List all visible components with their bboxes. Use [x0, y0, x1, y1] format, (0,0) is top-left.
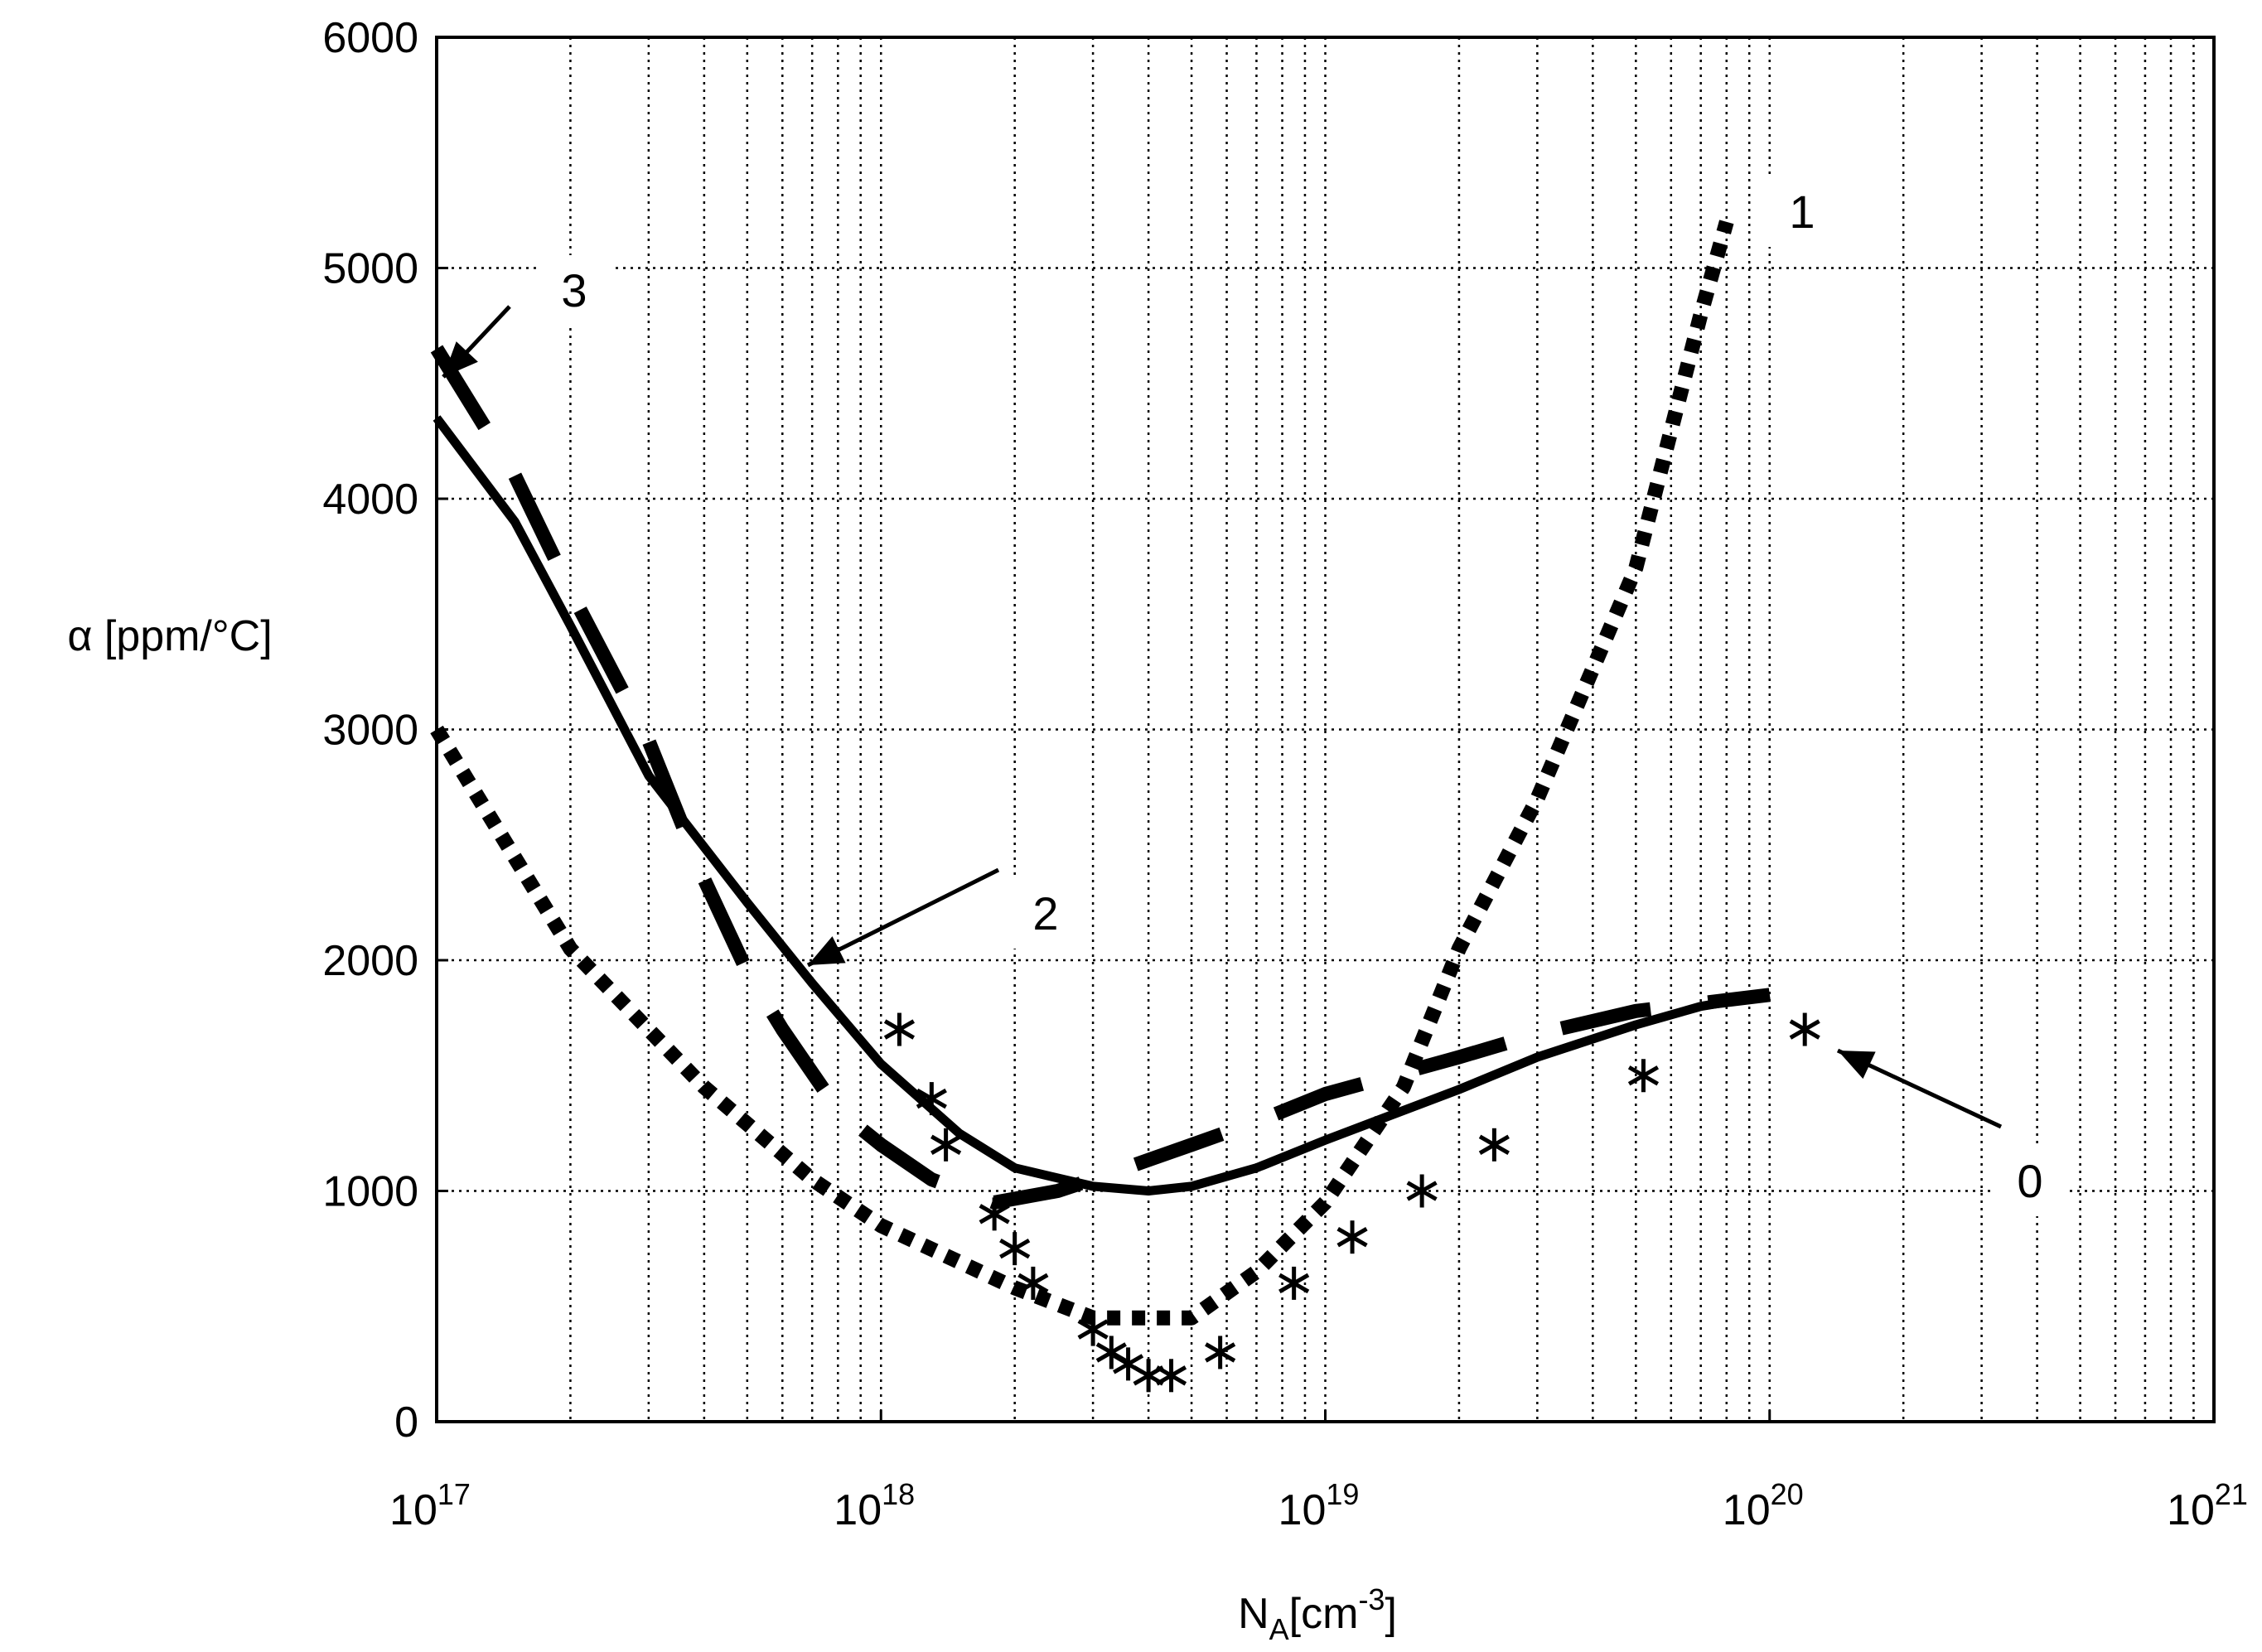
- x-tick-label-exponent: 17: [437, 1477, 471, 1511]
- annotation-1-label: 1: [1789, 186, 1815, 238]
- annotation-2-label: 2: [1032, 887, 1058, 940]
- x-axis-title-base: N: [1238, 1590, 1269, 1638]
- annotation-2-backdrop: [1008, 878, 1083, 949]
- annotation-0-arrowhead: [1838, 1051, 1876, 1080]
- y-tick-label: 0: [394, 1398, 418, 1447]
- series-0-marker-stroke: [1336, 1227, 1368, 1248]
- y-tick-label: 3000: [322, 707, 418, 755]
- annotation-0-backdrop: [1993, 1146, 2067, 1216]
- series-0-marker-stroke: [1077, 1319, 1109, 1340]
- x-tick-label-base: 10: [1278, 1486, 1327, 1534]
- series-0-marker: [883, 1012, 916, 1046]
- x-tick-label-exponent: 20: [1771, 1477, 1804, 1511]
- x-tick-label-exponent: 21: [2215, 1477, 2248, 1511]
- y-tick-label: 6000: [322, 14, 418, 62]
- x-axis-title: NA[cm-3]: [1238, 1582, 1397, 1646]
- series-0-marker: [1627, 1059, 1660, 1093]
- grid: [437, 37, 2214, 1422]
- series-0-marker-stroke: [1112, 1354, 1144, 1374]
- annotation-group: 0 1 2 3: [442, 176, 2067, 1216]
- x-tick-label: 1021: [2167, 1477, 2248, 1534]
- x-tick-label: 1018: [834, 1477, 915, 1534]
- x-axis-title-unit: [cm: [1289, 1590, 1359, 1638]
- series-0-marker: [1155, 1359, 1187, 1393]
- x-tick-label: 1017: [389, 1477, 471, 1534]
- annotation-1-backdrop: [1765, 176, 1839, 247]
- y-tick-label: 4000: [322, 476, 418, 524]
- series-0-marker-stroke: [1205, 1342, 1236, 1363]
- x-tick-label-base: 10: [1723, 1486, 1771, 1534]
- x-axis-title-close: ]: [1385, 1590, 1396, 1638]
- series-0-marker-stroke: [1406, 1181, 1438, 1201]
- x-tick-label: 1019: [1278, 1477, 1360, 1534]
- series-0-marker: [1205, 1336, 1236, 1369]
- series-0-marker: [1789, 1012, 1820, 1046]
- annotation-3-backdrop: [537, 255, 611, 326]
- x-tick-label-exponent: 19: [1326, 1477, 1359, 1511]
- series-group: [430, 220, 1820, 1393]
- x-tick-label-exponent: 18: [882, 1477, 915, 1511]
- series-0-marker-stroke: [1478, 1134, 1510, 1155]
- annotation-2-arrowhead: [808, 936, 846, 965]
- annotation-3-arrowhead: [443, 341, 478, 377]
- annotation-3-label: 3: [561, 264, 587, 316]
- series-0-marker: [1478, 1128, 1510, 1162]
- y-tick-labels: 0 1000 2000 3000 4000 5000 6000: [322, 14, 448, 1447]
- series-0-marker-stroke: [1789, 1019, 1820, 1040]
- x-tick-label-base: 10: [834, 1486, 882, 1534]
- annotation-2-arrow-shaft: [806, 867, 1000, 968]
- series-0-marker: [1278, 1266, 1310, 1300]
- series-0-marker-stroke: [1155, 1365, 1187, 1386]
- series-0-marker-stroke: [1627, 1065, 1660, 1086]
- x-axis-title-sub: A: [1269, 1612, 1289, 1646]
- series-1-line: [430, 220, 1734, 1326]
- y-axis-title: α [ppm/°C]: [67, 612, 272, 660]
- series-0-marker: [1336, 1220, 1368, 1254]
- series-0-marker: [999, 1232, 1031, 1266]
- annotation-0-label: 0: [2017, 1155, 2042, 1207]
- x-tick-labels: 1017 1018 1019 1020 1021: [389, 1410, 2248, 1534]
- y-tick-label: 1000: [322, 1168, 418, 1216]
- series-0-marker-stroke: [1278, 1273, 1310, 1294]
- series-0-marker-stroke: [999, 1238, 1031, 1259]
- series-0-marker-stroke: [1095, 1342, 1127, 1363]
- series-0-marker: [930, 1128, 962, 1162]
- series-0-marker-stroke: [930, 1134, 962, 1155]
- series-0-marker-stroke: [883, 1019, 916, 1040]
- x-tick-label-base: 10: [389, 1486, 437, 1534]
- y-tick-label: 2000: [322, 937, 418, 985]
- x-tick-label: 1020: [1723, 1477, 1804, 1534]
- series-0-marker: [1406, 1174, 1438, 1208]
- series-3-line: [430, 345, 1771, 1210]
- y-tick-label: 5000: [322, 245, 418, 293]
- x-axis-title-sup: -3: [1358, 1582, 1385, 1616]
- series-2-line: [433, 415, 1771, 1196]
- x-tick-label-base: 10: [2167, 1486, 2215, 1534]
- series-0-marker-stroke: [979, 1204, 1010, 1225]
